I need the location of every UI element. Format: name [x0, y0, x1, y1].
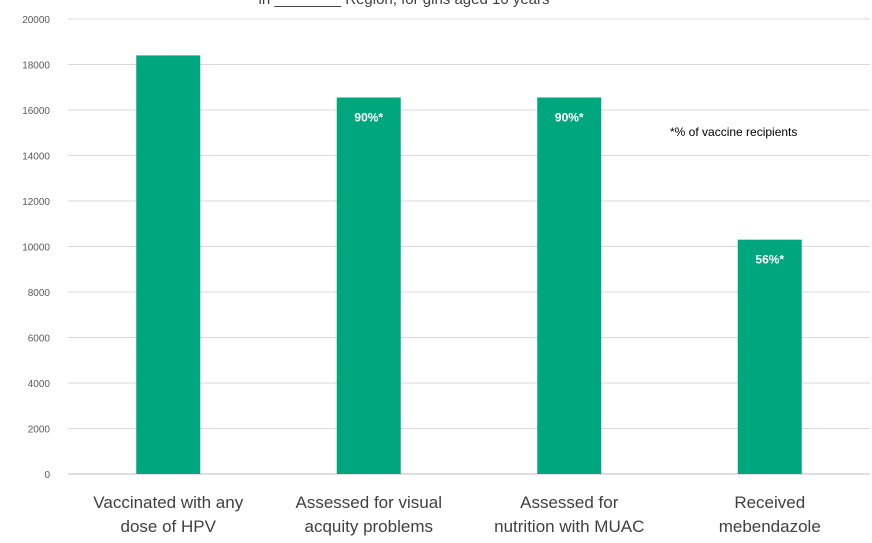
bar — [537, 97, 602, 475]
y-tick-label: 12000 — [22, 197, 50, 208]
y-tick-label: 0 — [44, 470, 50, 481]
chart-title: in ________ Region, for girls aged 10 ye… — [258, 0, 549, 8]
bar — [737, 239, 802, 474]
y-tick-label: 2000 — [28, 425, 51, 436]
category-labels: Vaccinated with any dose of HPV Assessed f… — [93, 493, 821, 536]
y-tick-label: 18000 — [22, 61, 50, 72]
gridlines — [68, 18, 870, 475]
footnote-annotation: *% of vaccine recipients — [670, 125, 797, 139]
category-label: Assessed for nutrition with MUAC — [494, 493, 644, 536]
y-tick-label: 16000 — [22, 106, 50, 117]
bar — [336, 97, 401, 475]
category-label: Received mebendazole — [719, 493, 821, 536]
y-axis-ticks: 0 2000 4000 6000 8000 10000 12000 14000 16000 180… — [22, 15, 50, 481]
category-label: Vaccinated with any dose of HPV — [93, 493, 243, 536]
y-tick-label: 20000 — [22, 15, 50, 26]
data-label: 90%* — [555, 110, 584, 124]
y-tick-label: 8000 — [28, 288, 51, 299]
data-label: 90%* — [354, 110, 383, 124]
y-tick-label: 14000 — [22, 152, 50, 163]
category-label: Assessed for visual acquity problems — [296, 493, 442, 536]
data-labels: 90%* 90%* 56%* — [354, 110, 784, 266]
bar — [136, 55, 201, 475]
bars — [136, 55, 802, 475]
y-tick-label: 10000 — [22, 243, 50, 254]
y-tick-label: 4000 — [28, 379, 51, 390]
data-label: 56%* — [755, 253, 784, 267]
y-tick-label: 6000 — [28, 334, 51, 345]
